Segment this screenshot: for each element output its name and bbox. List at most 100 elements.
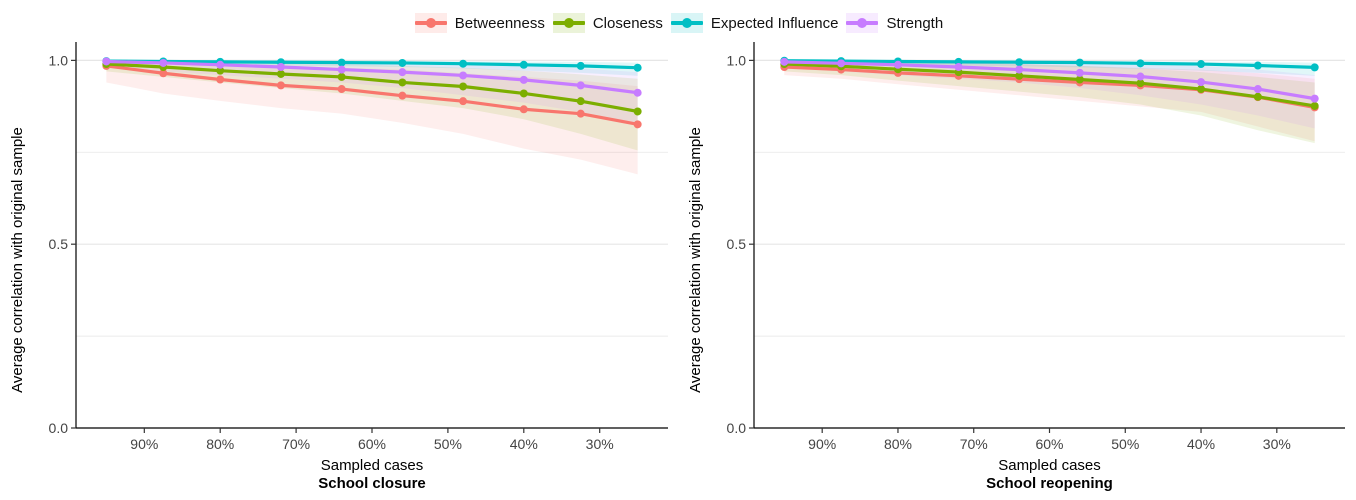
ci-band-strength <box>106 60 638 123</box>
legend-label: Closeness <box>592 14 663 32</box>
legend-item-expected-influence: Expected Influence <box>669 13 839 33</box>
data-point-betweenness <box>459 97 468 106</box>
legend-label: Expected Influence <box>710 14 839 32</box>
series-line-expected-influence <box>104 59 640 70</box>
chart-legend: Betweenness Closeness Expected Influence St… <box>0 11 1356 35</box>
data-point-strength <box>893 60 902 69</box>
chart-panel-2: 0.0 0.5 1.0 90% 80% 70% 60% 50% 40% 30% Sampled ca… <box>687 42 1345 492</box>
data-point-strength <box>1075 68 1084 77</box>
chart-panel-1: 0.0 0.5 1.0 90% 80% 70% 60% 50% 40% 30% Sampled ca… <box>9 42 668 492</box>
series-line-strength <box>104 59 640 95</box>
data-point-strength <box>398 68 407 77</box>
data-point-strength <box>837 59 846 68</box>
y-axis-title: Average correlation with original sample <box>687 127 704 393</box>
y-tick-label: 0.0 <box>49 420 69 436</box>
x-tick-label: 80% <box>206 436 234 452</box>
x-tick-label: 40% <box>1187 436 1215 452</box>
data-point-betweenness <box>398 91 407 100</box>
data-point-expected-influence <box>1197 60 1206 69</box>
ci-band-strength <box>784 60 1315 129</box>
data-point-closeness <box>633 107 642 116</box>
data-point-expected-influence <box>576 61 585 70</box>
data-point-expected-influence <box>398 58 407 67</box>
x-tick-label: 80% <box>884 436 912 452</box>
x-tick-label: 30% <box>586 436 614 452</box>
data-point-closeness <box>276 69 285 78</box>
data-point-closeness <box>1253 92 1262 101</box>
data-point-strength <box>954 62 963 71</box>
data-point-closeness <box>576 97 585 106</box>
data-point-closeness <box>1075 75 1084 84</box>
data-point-strength <box>276 62 285 71</box>
data-point-betweenness <box>216 75 225 84</box>
series-line-betweenness <box>104 64 640 126</box>
x-axis-title: Sampled cases <box>998 457 1101 474</box>
data-point-expected-influence <box>519 60 528 69</box>
data-point-betweenness <box>519 105 528 114</box>
x-tick-label: 60% <box>358 436 386 452</box>
y-axis-title: Average correlation with original sample <box>9 127 26 393</box>
legend-item-closeness: Closeness <box>551 13 663 33</box>
series-line-closeness <box>782 62 1317 108</box>
data-point-closeness <box>519 89 528 98</box>
series-line-closeness <box>104 62 640 114</box>
legend-label: Betweenness <box>454 14 545 32</box>
legend-key-strength <box>844 13 880 33</box>
data-point-expected-influence <box>459 59 468 68</box>
data-point-expected-influence <box>1253 61 1262 70</box>
legend-item-strength: Strength <box>844 13 943 33</box>
series-line-expected-influence <box>782 59 1317 69</box>
x-tick-label: 60% <box>1035 436 1063 452</box>
data-point-strength <box>216 60 225 69</box>
x-tick-label: 70% <box>282 436 310 452</box>
panel-title: School closure <box>318 475 426 492</box>
y-tick-label: 0.5 <box>727 236 747 252</box>
legend-key-closeness <box>551 13 587 33</box>
data-point-closeness <box>1136 79 1145 88</box>
data-point-closeness <box>1310 101 1319 110</box>
data-point-expected-influence <box>1015 58 1024 67</box>
data-point-strength <box>576 81 585 90</box>
x-tick-label: 70% <box>960 436 988 452</box>
y-tick-label: 0.5 <box>49 236 69 252</box>
data-point-strength <box>1015 65 1024 74</box>
data-point-betweenness <box>337 85 346 94</box>
data-point-expected-influence <box>1310 63 1319 72</box>
panel-title: School reopening <box>986 475 1113 492</box>
x-tick-label: 40% <box>510 436 538 452</box>
data-point-expected-influence <box>633 63 642 72</box>
data-point-closeness <box>216 66 225 75</box>
data-point-betweenness <box>633 120 642 129</box>
data-point-expected-influence <box>1075 58 1084 67</box>
y-tick-label: 0.0 <box>727 420 747 436</box>
legend-key-betweenness <box>413 13 449 33</box>
data-point-closeness <box>337 72 346 81</box>
legend-key-expected-influence <box>669 13 705 33</box>
data-point-strength <box>780 57 789 66</box>
data-point-strength <box>519 75 528 84</box>
legend-label: Strength <box>886 14 944 32</box>
x-tick-label: 30% <box>1263 436 1291 452</box>
data-point-betweenness <box>159 69 168 78</box>
x-tick-label: 90% <box>130 436 158 452</box>
x-tick-label: 50% <box>1111 436 1139 452</box>
data-point-closeness <box>1015 71 1024 80</box>
y-tick-label: 1.0 <box>727 52 747 68</box>
x-tick-label: 90% <box>808 436 836 452</box>
data-point-strength <box>102 57 111 66</box>
data-point-strength <box>1310 94 1319 103</box>
ci-band-betweenness <box>106 60 638 175</box>
series-line-strength <box>782 60 1317 101</box>
data-point-strength <box>337 65 346 74</box>
data-point-strength <box>633 88 642 97</box>
data-point-closeness <box>398 78 407 87</box>
data-point-betweenness <box>576 109 585 118</box>
data-point-closeness <box>459 82 468 91</box>
data-point-closeness <box>1197 85 1206 94</box>
legend-item-betweenness: Betweenness <box>413 13 545 33</box>
data-point-strength <box>459 71 468 80</box>
data-point-expected-influence <box>337 58 346 67</box>
x-tick-label: 50% <box>434 436 462 452</box>
x-axis-title: Sampled cases <box>321 457 424 474</box>
